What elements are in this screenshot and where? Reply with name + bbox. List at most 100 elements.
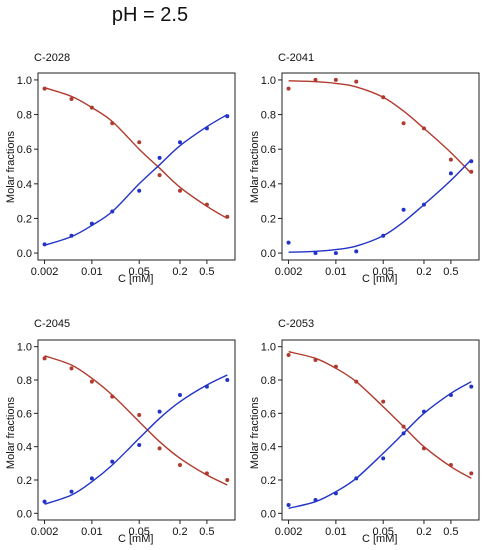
red-data-point	[381, 95, 386, 100]
blue-data-point	[137, 188, 142, 193]
blue-fit-curve	[44, 113, 228, 246]
blue-data-point	[333, 491, 338, 496]
y-tick-label: 0.2	[261, 475, 276, 487]
red-data-point	[204, 202, 209, 207]
plot-frame	[37, 339, 236, 521]
red-data-point	[137, 413, 142, 417]
blue-fit-curve	[288, 159, 472, 253]
red-data-point	[225, 214, 230, 219]
red-data-point	[42, 356, 47, 361]
red-data-point	[157, 173, 162, 178]
y-tick-label: 0.8	[261, 375, 276, 387]
red-data-point	[448, 463, 453, 467]
chart-panel-c-2041: C-2041 Molar fractions C [mM] 0.0 0.2 0.4 0…	[244, 38, 489, 288]
red-data-point	[286, 353, 291, 357]
blue-data-point	[421, 202, 426, 207]
panel-title: C-2053	[278, 318, 315, 330]
red-data-point	[421, 126, 426, 131]
x-tick-label: 0.01	[325, 266, 346, 278]
panel-title: C-2028	[34, 52, 71, 64]
y-tick-label: 0.0	[17, 248, 32, 260]
blue-data-point	[469, 384, 474, 389]
y-tick-label: 0.0	[17, 508, 32, 520]
x-axis-label: C [mM]	[362, 273, 398, 285]
blue-data-point	[42, 242, 47, 247]
plot-frame	[281, 72, 480, 261]
x-axis-label: C [mM]	[118, 533, 154, 545]
blue-data-point	[157, 155, 162, 160]
blue-data-point	[225, 378, 230, 382]
y-tick-label: 1.0	[261, 75, 276, 87]
y-tick-label: 1.0	[261, 342, 276, 354]
x-tick-label: 0.2	[416, 266, 431, 278]
chart-panel-c-2053: C-2053 Molar fractions C [mM] 0.0 0.2 0.4 0…	[244, 300, 489, 550]
plot-svg: 0.0 0.2 0.4 0.6 0.8 1.0 0.002 0.01 0.05 0.2 0.5	[17, 72, 236, 278]
y-tick-label: 0.8	[17, 110, 32, 122]
red-data-point	[110, 121, 115, 126]
x-tick-label: 0.002	[31, 526, 59, 538]
red-data-point	[354, 379, 359, 384]
x-tick-label: 0.002	[275, 266, 303, 278]
figure-title: pH = 2.5	[111, 4, 189, 26]
red-fit-curve	[288, 80, 472, 174]
red-data-point	[157, 446, 162, 451]
blue-data-point	[177, 393, 182, 397]
plot-svg: 0.0 0.2 0.4 0.6 0.8 1.0 0.002 0.01 0.05 0.2 0.5	[261, 72, 480, 278]
red-data-point	[286, 86, 291, 91]
blue-data-point	[204, 384, 209, 389]
x-tick-label: 0.002	[275, 526, 303, 538]
blue-data-point	[69, 233, 74, 238]
blue-data-point	[469, 159, 474, 164]
red-fit-curve	[44, 87, 228, 220]
red-data-point	[137, 140, 142, 145]
blue-data-point	[286, 240, 291, 245]
blue-data-point	[204, 126, 209, 131]
x-tick-label: 0.05	[372, 526, 393, 538]
x-tick-label: 0.01	[81, 526, 102, 538]
y-tick-label: 1.0	[17, 75, 32, 87]
blue-data-point	[286, 503, 291, 507]
y-tick-label: 0.0	[261, 508, 276, 520]
red-fit-curve	[44, 355, 228, 486]
blue-data-point	[354, 476, 359, 481]
plot-frame	[37, 72, 236, 261]
y-tick-label: 0.8	[261, 110, 276, 122]
red-data-point	[421, 446, 426, 451]
y-tick-label: 0.6	[17, 144, 32, 156]
x-tick-label: 0.2	[172, 266, 187, 278]
x-tick-label: 0.2	[416, 526, 431, 538]
blue-data-point	[421, 409, 426, 414]
y-tick-label: 0.2	[261, 213, 276, 225]
x-tick-label: 0.5	[199, 526, 214, 538]
blue-data-point	[225, 114, 230, 119]
red-data-point	[177, 463, 182, 467]
blue-fit-curve	[288, 381, 472, 509]
panel-title: C-2041	[278, 52, 315, 64]
blue-data-point	[89, 221, 94, 226]
y-tick-label: 0.4	[261, 179, 276, 191]
blue-data-point	[448, 393, 453, 397]
y-tick-label: 0.4	[261, 442, 276, 454]
red-data-point	[469, 169, 474, 174]
red-data-point	[333, 77, 338, 82]
blue-data-point	[401, 431, 406, 436]
red-data-point	[313, 358, 318, 362]
red-data-point	[69, 366, 74, 371]
y-tick-label: 0.2	[17, 475, 32, 487]
x-tick-label: 0.5	[443, 266, 458, 278]
red-data-point	[225, 478, 230, 482]
blue-data-point	[110, 209, 115, 214]
red-data-point	[177, 188, 182, 193]
blue-data-point	[137, 443, 142, 447]
blue-data-point	[157, 409, 162, 414]
y-tick-label: 0.2	[17, 213, 32, 225]
y-tick-label: 0.4	[17, 442, 32, 454]
y-tick-label: 0.0	[261, 248, 276, 260]
red-data-point	[448, 157, 453, 162]
blue-data-point	[381, 233, 386, 238]
red-data-point	[354, 79, 359, 84]
blue-data-point	[69, 489, 74, 494]
x-axis-label: C [mM]	[362, 533, 398, 545]
red-data-point	[204, 471, 209, 476]
red-data-point	[42, 86, 47, 91]
